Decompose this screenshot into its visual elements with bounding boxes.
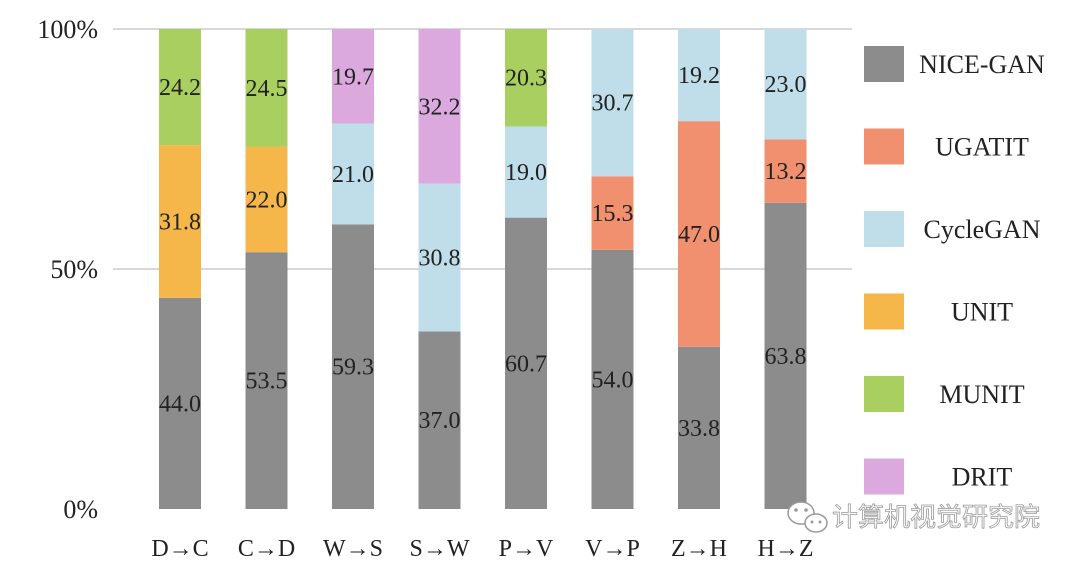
legend: NICE-GAN UGATIT CycleGAN UNIT MUNIT DRIT bbox=[864, 46, 1045, 495]
legend-item: UGATIT bbox=[864, 128, 1029, 165]
y-tick-label: 100% bbox=[37, 15, 98, 44]
data-label: 54.0 bbox=[592, 367, 634, 393]
bar-segment bbox=[591, 29, 634, 177]
bar-segment bbox=[245, 146, 288, 253]
data-label: 23.0 bbox=[765, 72, 807, 98]
bar-stack: 37.0 30.8 32.2 bbox=[418, 29, 461, 509]
bar-segment bbox=[591, 249, 634, 510]
data-label: 19.2 bbox=[678, 63, 720, 89]
bar-segment bbox=[505, 29, 547, 127]
x-tick-label: V→P bbox=[585, 536, 640, 562]
bar-stack: 44.0 31.8 24.2 bbox=[159, 29, 201, 509]
bar-segment bbox=[678, 346, 720, 509]
bar-stack: 60.7 19.0 20.3 bbox=[505, 29, 547, 509]
watermark-text: 计算机视觉研究院 bbox=[832, 503, 1040, 533]
bar-segment bbox=[678, 121, 720, 347]
legend-label: UNIT bbox=[951, 298, 1013, 327]
bar-segment bbox=[332, 29, 374, 124]
legend-label: CycleGAN bbox=[924, 215, 1041, 244]
bar-segment bbox=[764, 139, 807, 203]
x-tick-label: D→C bbox=[151, 536, 208, 562]
x-tick-label: H→Z bbox=[758, 536, 814, 562]
legend-label: UGATIT bbox=[935, 133, 1029, 162]
data-label: 44.0 bbox=[159, 391, 201, 417]
data-label: 37.0 bbox=[419, 408, 461, 434]
bar-segment bbox=[418, 29, 461, 184]
data-label: 33.8 bbox=[678, 416, 720, 442]
bar-segment bbox=[505, 126, 547, 218]
bar-stack: 59.3 21.0 19.7 bbox=[332, 29, 374, 510]
bar-segment bbox=[159, 145, 201, 298]
legend-label: DRIT bbox=[952, 463, 1013, 492]
bar-stack: 54.0 15.3 30.7 bbox=[591, 29, 634, 510]
x-axis: D→C C→D W→S S→W P→V V→P Z→H H→Z bbox=[151, 536, 813, 562]
data-label: 19.7 bbox=[332, 64, 374, 90]
bar-stack: 63.8 13.2 23.0 bbox=[764, 29, 807, 509]
legend-item: NICE-GAN bbox=[864, 46, 1045, 82]
legend-swatch bbox=[864, 128, 904, 165]
legend-item: DRIT bbox=[864, 458, 1013, 495]
bar-segment bbox=[332, 224, 374, 510]
x-tick-label: Z→H bbox=[671, 536, 727, 562]
bar-segment bbox=[591, 176, 634, 250]
data-label: 32.2 bbox=[419, 94, 461, 120]
gridlines bbox=[113, 28, 852, 270]
legend-swatch bbox=[864, 458, 904, 495]
watermark: 计算机视觉研究院 bbox=[787, 501, 1040, 533]
x-tick-label: W→S bbox=[323, 536, 383, 562]
data-label: 13.2 bbox=[765, 159, 807, 185]
bar-stack: 53.5 22.0 24.5 bbox=[245, 29, 288, 509]
data-label: 22.0 bbox=[246, 187, 288, 213]
x-tick-label: S→W bbox=[410, 536, 470, 562]
bar-segment bbox=[245, 29, 288, 147]
data-label: 20.3 bbox=[505, 66, 547, 92]
data-label: 19.0 bbox=[505, 160, 547, 186]
bar-segment bbox=[764, 29, 807, 140]
data-label: 31.8 bbox=[159, 209, 201, 235]
legend-item: UNIT bbox=[864, 293, 1013, 330]
data-label: 63.8 bbox=[765, 344, 807, 370]
data-label: 21.0 bbox=[332, 162, 374, 188]
bar-stack: 33.8 47.0 19.2 bbox=[678, 29, 720, 509]
data-label: 59.3 bbox=[332, 355, 374, 381]
legend-item: CycleGAN bbox=[864, 211, 1041, 247]
x-tick-label: P→V bbox=[499, 536, 554, 562]
y-tick-label: 50% bbox=[50, 255, 98, 284]
bar-segment bbox=[418, 331, 461, 509]
data-label: 24.5 bbox=[246, 76, 288, 102]
bar-segment bbox=[245, 252, 288, 509]
wechat-icon bbox=[787, 501, 828, 533]
data-label: 30.8 bbox=[419, 245, 461, 271]
legend-swatch bbox=[864, 46, 904, 82]
data-label: 47.0 bbox=[678, 222, 720, 248]
bar-segment bbox=[764, 202, 807, 509]
legend-swatch bbox=[864, 293, 904, 330]
y-tick-label: 0% bbox=[63, 495, 98, 524]
legend-item: MUNIT bbox=[864, 376, 1025, 412]
legend-swatch bbox=[864, 211, 904, 247]
bar-segment bbox=[418, 183, 461, 332]
bar-segment bbox=[505, 217, 547, 509]
data-label: 24.2 bbox=[159, 75, 201, 101]
legend-label: NICE-GAN bbox=[919, 50, 1045, 79]
data-label: 60.7 bbox=[505, 351, 547, 377]
legend-swatch bbox=[864, 376, 904, 412]
x-tick-label: C→D bbox=[238, 536, 295, 562]
bar-segment bbox=[159, 297, 201, 509]
data-label: 53.5 bbox=[246, 369, 288, 395]
bar-segment bbox=[332, 123, 374, 225]
bar-segment bbox=[159, 29, 201, 146]
y-axis: 0% 50% 100% bbox=[37, 15, 98, 524]
legend-label: MUNIT bbox=[939, 380, 1024, 409]
bar-segment bbox=[678, 29, 720, 122]
data-label: 15.3 bbox=[592, 201, 634, 227]
bar-stacks: 44.0 31.8 24.2 53.5 22.0 24.5 59.3 21.0 19.7 37.0… bbox=[159, 29, 807, 510]
data-label: 30.7 bbox=[592, 91, 634, 117]
